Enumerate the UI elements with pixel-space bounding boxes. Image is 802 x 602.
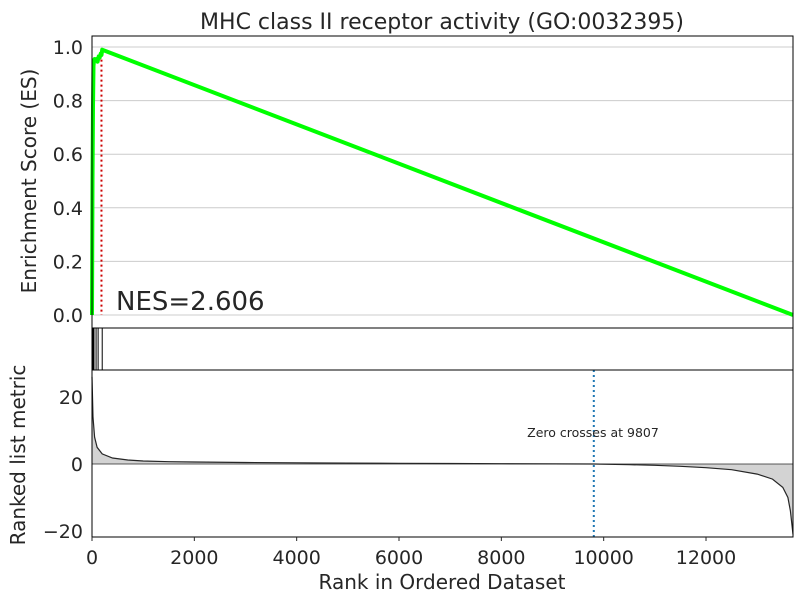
x-tick-label: 6000 [375,547,423,569]
es-y-tick-label: 0.2 [53,251,83,273]
x-tick-label: 12000 [676,547,736,569]
metric-line [91,376,794,535]
es-y-tick-label: 1.0 [53,37,83,59]
metric-y-tick-label: 20 [59,387,83,409]
es-y-tick-label: 0.6 [53,144,83,166]
es-y-tick-label: 0.4 [53,198,83,220]
x-tick-label: 2000 [170,547,218,569]
x-tick-label: 8000 [477,547,525,569]
metric-fill [92,376,793,535]
metric-area [92,376,793,535]
es-y-axis-label: Enrichment Score (ES) [17,69,41,294]
nes-label: NES=2.606 [116,287,265,317]
metric-y-tick-label: −20 [43,521,83,543]
x-tick-label: 4000 [272,547,320,569]
curves [90,47,794,537]
es-curve [90,47,794,317]
zero-cross-annotation: Zero crosses at 9807 [527,425,659,440]
metric-y-tick-label: 0 [71,454,83,476]
panel-frame-3 [91,369,794,538]
metric-y-axis-label: Ranked list metric [6,365,30,546]
es-y-tick-label: 0.8 [53,91,83,113]
panel-frame-2 [91,327,794,371]
es-y-tick-label: 0.0 [53,305,83,327]
es-gridlines [92,46,793,316]
x-tick-label: 0 [86,547,98,569]
axis-ticks: 0 2000 4000 6000 8000 10000 12000 0.0 0.2 0.4 0.6 0… [43,37,736,569]
panel-frames [91,35,794,538]
gene-hit-lines [92,328,103,370]
chart-title: MHC class II receptor activity (GO:00323… [200,10,684,35]
x-axis-label: Rank in Ordered Dataset [319,570,566,594]
x-tick-label: 10000 [573,547,633,569]
